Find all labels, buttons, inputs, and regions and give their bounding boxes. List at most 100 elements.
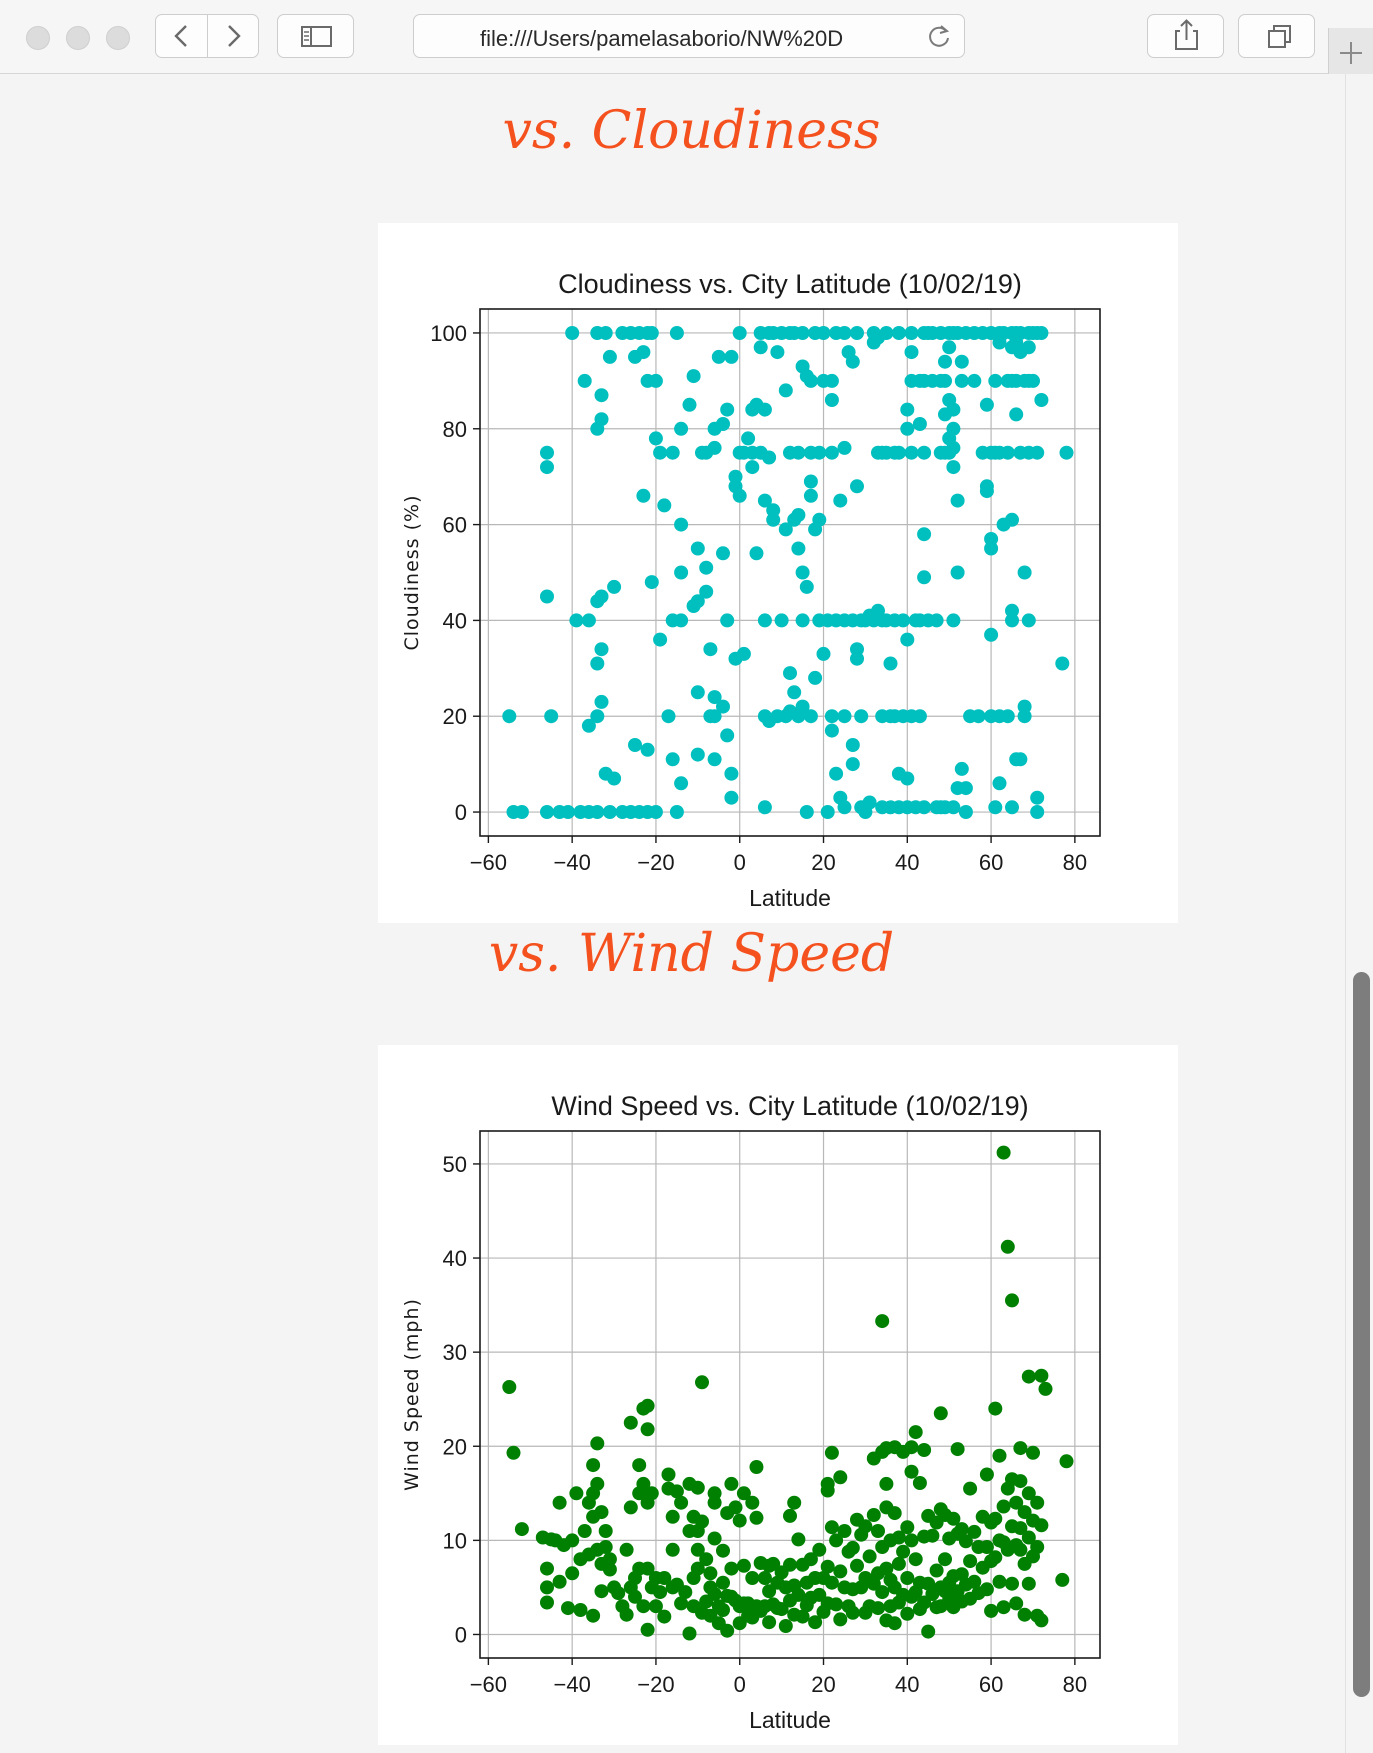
data-point <box>636 1476 651 1491</box>
data-point <box>1038 1381 1053 1396</box>
data-point <box>594 388 609 403</box>
data-point <box>561 1601 575 1616</box>
data-point <box>795 699 810 714</box>
data-point <box>929 1563 944 1578</box>
nav-divider <box>207 15 208 57</box>
data-point <box>824 1520 839 1535</box>
data-point <box>950 1442 965 1457</box>
data-point <box>820 1559 835 1574</box>
data-point <box>917 527 932 542</box>
data-point <box>992 776 1007 791</box>
y-tick-label: 20 <box>443 704 467 729</box>
plus-icon <box>1340 42 1362 64</box>
data-point <box>552 1495 567 1510</box>
data-point <box>674 613 689 628</box>
data-point <box>791 445 806 460</box>
data-point <box>690 1542 705 1557</box>
close-window-button[interactable] <box>26 26 50 50</box>
new-tab-button[interactable] <box>1328 28 1373 74</box>
data-point <box>820 1476 835 1491</box>
data-point <box>724 1561 739 1576</box>
data-point <box>837 440 852 455</box>
data-point <box>850 1558 864 1573</box>
data-point <box>1021 1486 1036 1501</box>
share-button[interactable] <box>1147 14 1224 58</box>
page-edge <box>1345 74 1346 1753</box>
data-point <box>921 1624 936 1639</box>
data-point <box>586 1458 601 1473</box>
data-point <box>590 805 605 819</box>
data-point <box>942 340 957 355</box>
data-point <box>724 349 739 364</box>
data-point <box>749 546 764 561</box>
x-tick-label: 60 <box>979 850 1003 875</box>
data-point <box>1005 613 1019 628</box>
data-point <box>1021 1530 1036 1545</box>
sidebar-button[interactable] <box>277 14 354 58</box>
data-point <box>845 1605 860 1620</box>
data-point <box>900 421 915 436</box>
data-point <box>979 1540 994 1554</box>
data-point <box>908 1552 923 1567</box>
data-point <box>594 1584 609 1599</box>
x-tick-label: −60 <box>470 1672 507 1697</box>
data-point <box>845 354 860 369</box>
data-point <box>996 1145 1011 1160</box>
data-point <box>640 1398 655 1413</box>
data-point <box>958 781 973 796</box>
data-point <box>879 1476 894 1491</box>
data-point <box>837 1524 852 1538</box>
address-fade <box>844 19 904 53</box>
data-point <box>648 805 663 819</box>
data-point <box>946 800 961 815</box>
reload-icon[interactable] <box>926 23 952 49</box>
address-bar[interactable]: file:///Users/pamelasaborio/NW%20D <box>413 14 965 58</box>
data-point <box>745 460 760 475</box>
data-point <box>736 1558 751 1573</box>
data-point <box>707 1495 722 1510</box>
forward-button[interactable] <box>208 15 259 57</box>
navigation-buttons <box>155 14 259 58</box>
zoom-window-button[interactable] <box>106 26 130 50</box>
data-point <box>946 402 961 417</box>
data-point <box>979 1582 994 1597</box>
data-point <box>891 1556 906 1571</box>
data-point <box>799 579 814 594</box>
back-button[interactable] <box>156 15 207 57</box>
data-point <box>854 709 869 724</box>
minimize-window-button[interactable] <box>66 26 90 50</box>
data-point <box>728 469 743 484</box>
data-point <box>850 479 864 494</box>
data-point <box>720 402 735 417</box>
data-point <box>829 1533 844 1548</box>
data-point <box>837 709 852 724</box>
data-point <box>1026 1445 1040 1460</box>
data-point <box>795 1609 810 1624</box>
data-point <box>833 493 848 508</box>
data-point <box>1021 340 1036 355</box>
data-point <box>845 738 860 752</box>
show-tabs-button[interactable] <box>1238 14 1315 58</box>
data-point <box>896 613 911 628</box>
data-point <box>816 326 831 340</box>
scrollbar-thumb[interactable] <box>1353 972 1370 1697</box>
data-point <box>929 613 944 628</box>
data-point <box>707 690 722 705</box>
data-point <box>808 670 823 685</box>
data-point <box>1034 1518 1049 1533</box>
data-point <box>774 1602 789 1617</box>
data-point <box>984 1603 999 1618</box>
data-point <box>829 766 844 781</box>
data-point <box>917 800 932 815</box>
data-point <box>707 709 722 724</box>
data-point <box>791 1587 806 1602</box>
data-point <box>1034 1613 1049 1628</box>
data-point <box>1000 445 1015 460</box>
data-point <box>732 326 747 340</box>
data-point <box>707 1531 722 1546</box>
x-tick-label: −40 <box>553 850 590 875</box>
x-tick-label: 20 <box>811 1672 835 1697</box>
data-point <box>674 776 689 791</box>
data-point <box>745 1571 760 1585</box>
data-point <box>862 1549 877 1564</box>
